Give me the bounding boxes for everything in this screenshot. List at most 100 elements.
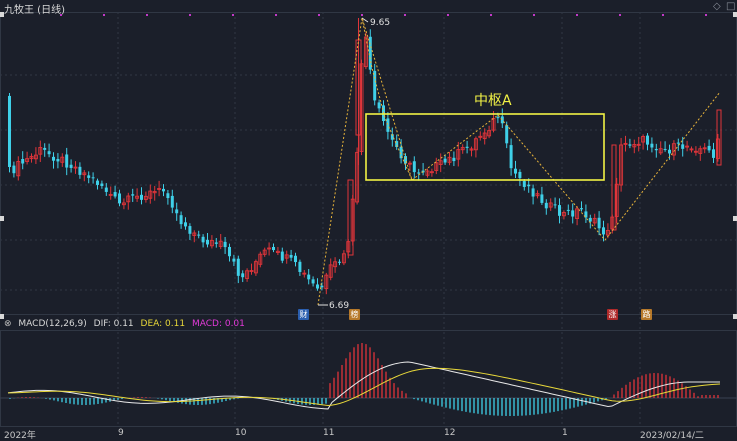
candle-up [715, 138, 720, 160]
macd-dea-value: DEA: 0.11 [140, 319, 186, 329]
candle-up [482, 132, 487, 140]
candle-down [320, 285, 324, 288]
candle-down [166, 193, 170, 199]
candle-up [535, 193, 540, 197]
candle-up [623, 142, 628, 145]
signal-dot [318, 14, 320, 16]
candle-down [316, 284, 319, 289]
event-marker-list[interactable]: 榜 [349, 309, 360, 320]
bi-polyline [361, 17, 413, 181]
candle-down [104, 187, 108, 192]
candle-down [170, 195, 174, 208]
event-marker-finance[interactable]: 财 [298, 309, 309, 320]
signal-dot [490, 14, 492, 16]
candle-down [377, 102, 381, 109]
candle-up [473, 138, 478, 151]
candle-down [465, 146, 469, 148]
candle-down [390, 134, 394, 140]
candle-up [253, 261, 258, 274]
zhongshu-label: 中枢A [474, 93, 512, 109]
candle-up [355, 151, 360, 203]
candle-down [214, 242, 218, 244]
candle-down [650, 143, 654, 148]
high-price-label: 9.65 [370, 18, 390, 28]
candle-down [223, 241, 227, 248]
candle-down [602, 227, 605, 235]
candle-down [531, 188, 535, 197]
macd-dif-value: DIF: 0.11 [93, 319, 134, 329]
candle-down [368, 36, 372, 70]
candle-down [294, 255, 297, 263]
chart-grid [0, 12, 737, 427]
macd-panel [0, 343, 737, 416]
time-label: 12 [444, 428, 456, 438]
candle-down [140, 194, 143, 200]
candle-down [496, 117, 500, 119]
event-marker-road[interactable]: 路 [641, 309, 652, 320]
candle-up [328, 264, 333, 278]
candle-down [373, 70, 377, 101]
candle-up [438, 160, 443, 165]
candle-up [29, 155, 34, 160]
candle-up [698, 148, 703, 154]
event-marker-limit-up[interactable]: 涨 [607, 309, 618, 320]
candle-down [412, 161, 416, 173]
candle-up [143, 195, 148, 200]
candle-down [280, 251, 284, 261]
candle-down [241, 273, 245, 278]
time-label: 1 [562, 428, 568, 438]
candle-up [157, 188, 162, 190]
candle-up [347, 179, 354, 256]
signal-dot [404, 14, 406, 16]
signal-dot [146, 14, 148, 16]
signal-dot [576, 14, 578, 16]
resize-handle [733, 314, 737, 319]
candle-up [267, 247, 272, 250]
diamond-icon[interactable]: ◇ [713, 1, 721, 12]
macd-toggle-icon[interactable]: ⊗ [4, 319, 12, 329]
expand-icon[interactable]: □ [726, 1, 736, 12]
candle-down [597, 217, 601, 229]
bi-polyline [317, 17, 721, 306]
candle-down [584, 211, 588, 218]
candle-down [338, 261, 341, 263]
candle-up [60, 156, 65, 163]
bi-line: 中枢A 9.65 6.69 [317, 17, 721, 311]
candle-down [509, 145, 513, 169]
candle-down [676, 142, 680, 144]
candle-down [96, 180, 99, 185]
candle-up [407, 162, 412, 165]
candle-up [636, 143, 641, 146]
candle-up [487, 130, 492, 137]
candle-up [456, 149, 461, 160]
high-pointer [361, 17, 369, 23]
candle-down [78, 166, 82, 175]
candle-down [311, 279, 315, 284]
signal-dot [275, 14, 277, 16]
candle-down [395, 141, 399, 148]
candle-up [192, 232, 197, 236]
candle-up [702, 147, 707, 150]
candle-up [38, 147, 43, 155]
candle-down [87, 175, 91, 178]
candle-up [605, 229, 610, 236]
candle-up [218, 240, 223, 247]
candle-up [685, 145, 690, 148]
candle-up [341, 253, 346, 264]
candle-down [113, 192, 117, 197]
candle-down [197, 234, 201, 236]
candle-up [619, 144, 624, 186]
signal-dot [60, 14, 62, 16]
candle-up [209, 239, 214, 247]
candle-down [668, 149, 671, 154]
signal-dot [232, 14, 234, 16]
candle-up [275, 250, 280, 253]
candle-up [148, 190, 153, 199]
candle-down [518, 171, 522, 179]
candle-down [47, 151, 51, 155]
candle-down [307, 274, 311, 280]
macd-macd-value: MACD: 0.01 [191, 319, 245, 329]
candle-up [249, 270, 254, 272]
